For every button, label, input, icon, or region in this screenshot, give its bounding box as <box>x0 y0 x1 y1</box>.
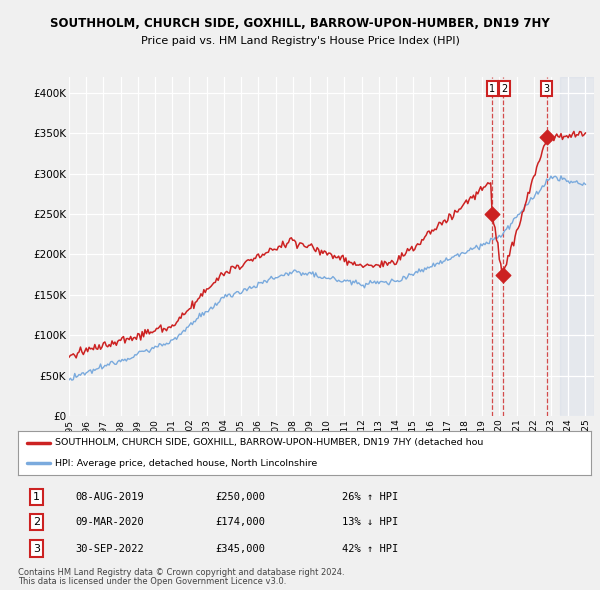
Text: 1: 1 <box>490 84 496 94</box>
Bar <box>560 77 594 416</box>
Text: 09-MAR-2020: 09-MAR-2020 <box>76 517 144 527</box>
Text: HPI: Average price, detached house, North Lincolnshire: HPI: Average price, detached house, Nort… <box>55 458 317 467</box>
Text: 1: 1 <box>33 493 40 502</box>
Text: 30-SEP-2022: 30-SEP-2022 <box>76 543 144 553</box>
Text: SOUTHHOLM, CHURCH SIDE, GOXHILL, BARROW-UPON-HUMBER, DN19 7HY (detached hou: SOUTHHOLM, CHURCH SIDE, GOXHILL, BARROW-… <box>55 438 484 447</box>
Text: 08-AUG-2019: 08-AUG-2019 <box>76 493 144 502</box>
Text: 2: 2 <box>33 517 40 527</box>
Text: 13% ↓ HPI: 13% ↓ HPI <box>342 517 398 527</box>
Point <box>498 271 508 280</box>
Text: 2: 2 <box>502 84 508 94</box>
Text: Price paid vs. HM Land Registry's House Price Index (HPI): Price paid vs. HM Land Registry's House … <box>140 37 460 46</box>
Text: £250,000: £250,000 <box>215 493 266 502</box>
Text: Contains HM Land Registry data © Crown copyright and database right 2024.: Contains HM Land Registry data © Crown c… <box>18 568 344 576</box>
Text: This data is licensed under the Open Government Licence v3.0.: This data is licensed under the Open Gov… <box>18 577 286 586</box>
Point <box>488 209 497 219</box>
Text: 3: 3 <box>544 84 550 94</box>
Text: 26% ↑ HPI: 26% ↑ HPI <box>342 493 398 502</box>
Text: 3: 3 <box>33 543 40 553</box>
Text: SOUTHHOLM, CHURCH SIDE, GOXHILL, BARROW-UPON-HUMBER, DN19 7HY: SOUTHHOLM, CHURCH SIDE, GOXHILL, BARROW-… <box>50 17 550 30</box>
Text: 42% ↑ HPI: 42% ↑ HPI <box>342 543 398 553</box>
Text: £174,000: £174,000 <box>215 517 266 527</box>
Point <box>542 133 551 142</box>
Text: £345,000: £345,000 <box>215 543 266 553</box>
